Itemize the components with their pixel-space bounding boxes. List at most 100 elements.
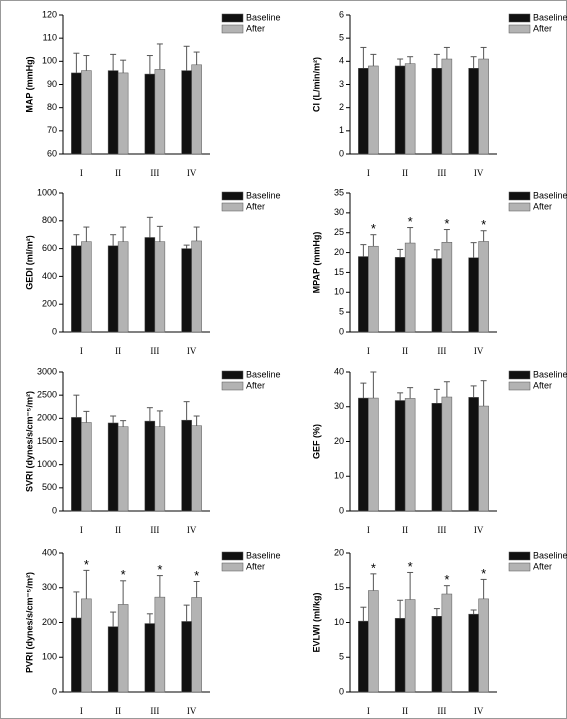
y-tick-label: 2 [339,102,344,112]
error-bar [146,613,153,624]
error-bar [193,415,200,426]
error-bar [110,53,117,71]
error-bar [397,599,404,619]
legend-label: Baseline [246,12,281,22]
legend-swatch [221,191,244,201]
significance-mark: * [371,221,376,236]
error-bar [146,407,153,422]
legend-label: After [533,380,552,390]
error-bar [156,410,163,427]
error-bar [110,611,117,627]
y-axis-label: GEF (%) [311,424,321,459]
error-bar [407,227,414,244]
error-bar [360,244,367,257]
y-tick-label: 25 [334,227,344,237]
y-axis-label: PVRI (dynes/s/cm⁻⁵/m²) [24,572,34,673]
significance-mark: * [121,567,126,582]
y-tick-label: 2000 [37,413,57,423]
bar [154,426,166,512]
legend-swatch [508,191,531,201]
legend-swatch [221,202,244,212]
y-tick-label: 3000 [37,366,57,376]
x-tick-label: II [115,525,121,535]
legend-label: Baseline [533,12,567,22]
error-bar [397,58,404,66]
x-tick-label: III [150,346,159,356]
legend-swatch [508,370,531,380]
significance-mark: * [481,217,486,232]
legend-swatch [221,13,244,23]
error-bar [433,388,440,404]
significance-mark: * [194,568,199,583]
y-axis-label: EVLWI (ml/kg) [311,592,321,652]
error-bar [443,381,450,398]
error-bar [83,226,90,242]
bar [191,597,202,693]
bar [478,598,489,693]
bar [71,617,82,693]
error-bar [370,371,377,399]
legend-swatch [508,13,531,23]
error-bar [470,385,477,398]
y-tick-label: 0 [52,505,57,515]
x-tick-label: I [80,168,83,178]
bar [144,73,156,155]
y-tick-label: 400 [42,547,57,557]
bar [191,64,202,155]
error-bar [443,585,450,595]
y-tick-label: 200 [42,617,57,627]
significance-mark: * [408,214,413,229]
y-tick-label: 1500 [37,436,57,446]
y-tick-label: 20 [334,247,344,257]
error-bar [120,420,127,427]
bar [394,257,406,333]
y-tick-label: 20 [334,547,344,557]
y-tick-label: 3 [339,79,344,89]
y-tick-label: 0 [339,686,344,696]
significance-mark: * [481,566,486,581]
error-bar [480,578,487,599]
y-tick-label: 5 [339,307,344,317]
x-tick-label: IV [187,168,197,178]
y-tick-label: 10 [334,287,344,297]
y-tick-label: 0 [339,505,344,515]
x-tick-label: II [402,525,408,535]
error-bar [360,606,367,622]
y-tick-label: 200 [42,299,57,309]
y-tick-label: 90 [47,79,57,89]
y-tick-label: 100 [42,56,57,66]
error-bar [470,56,477,69]
panel: 0 500 1000 1500 2000 2500 3000 SVRI (dynes/s/cm… [24,366,280,535]
bar [154,241,166,333]
legend-label: After [246,23,265,33]
y-tick-label: 10 [334,617,344,627]
bar [71,72,82,155]
error-bar [120,59,127,73]
y-tick-label: 70 [47,125,57,135]
bar [368,590,379,693]
bar [478,58,489,155]
legend-label: Baseline [246,190,281,200]
y-tick-label: 110 [43,33,57,43]
error-bar [193,226,200,241]
bar [358,397,369,512]
significance-mark: * [408,559,413,574]
error-bar [156,575,163,598]
y-tick-label: 15 [334,582,344,592]
error-bar [73,394,80,418]
error-bar [480,380,487,407]
bar [144,623,156,693]
bar [107,626,119,693]
error-bar [156,225,163,242]
x-tick-label: III [437,346,446,356]
bar [441,593,453,693]
y-axis-label: MAP (mmHg) [24,56,34,112]
bar [358,620,369,693]
error-bar [73,234,80,246]
x-tick-label: III [150,706,159,716]
bar [431,258,443,333]
error-bar [397,248,404,258]
